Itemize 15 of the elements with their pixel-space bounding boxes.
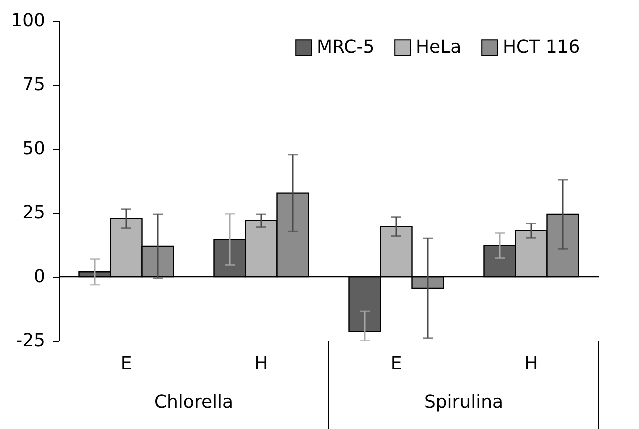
y-tick-label: -25 [16, 330, 46, 352]
y-tick-label: 0 [34, 266, 46, 288]
legend-label: HCT 116 [503, 37, 580, 58]
text: Spirulina [424, 392, 504, 413]
y-tick-label: 100 [11, 10, 46, 32]
x-tick-label: E [390, 354, 402, 374]
x-tick-label: H [254, 354, 268, 374]
x-tick-label: E [120, 354, 132, 374]
text: Chlorella [154, 392, 234, 413]
x-tick-label: H [524, 354, 538, 374]
y-tick-label: 50 [22, 138, 46, 160]
legend-label: MRC-5 [317, 37, 375, 58]
y-tick-label: 25 [22, 202, 46, 224]
legend-label: HeLa [416, 37, 462, 58]
y-tick-label: 75 [22, 74, 46, 96]
